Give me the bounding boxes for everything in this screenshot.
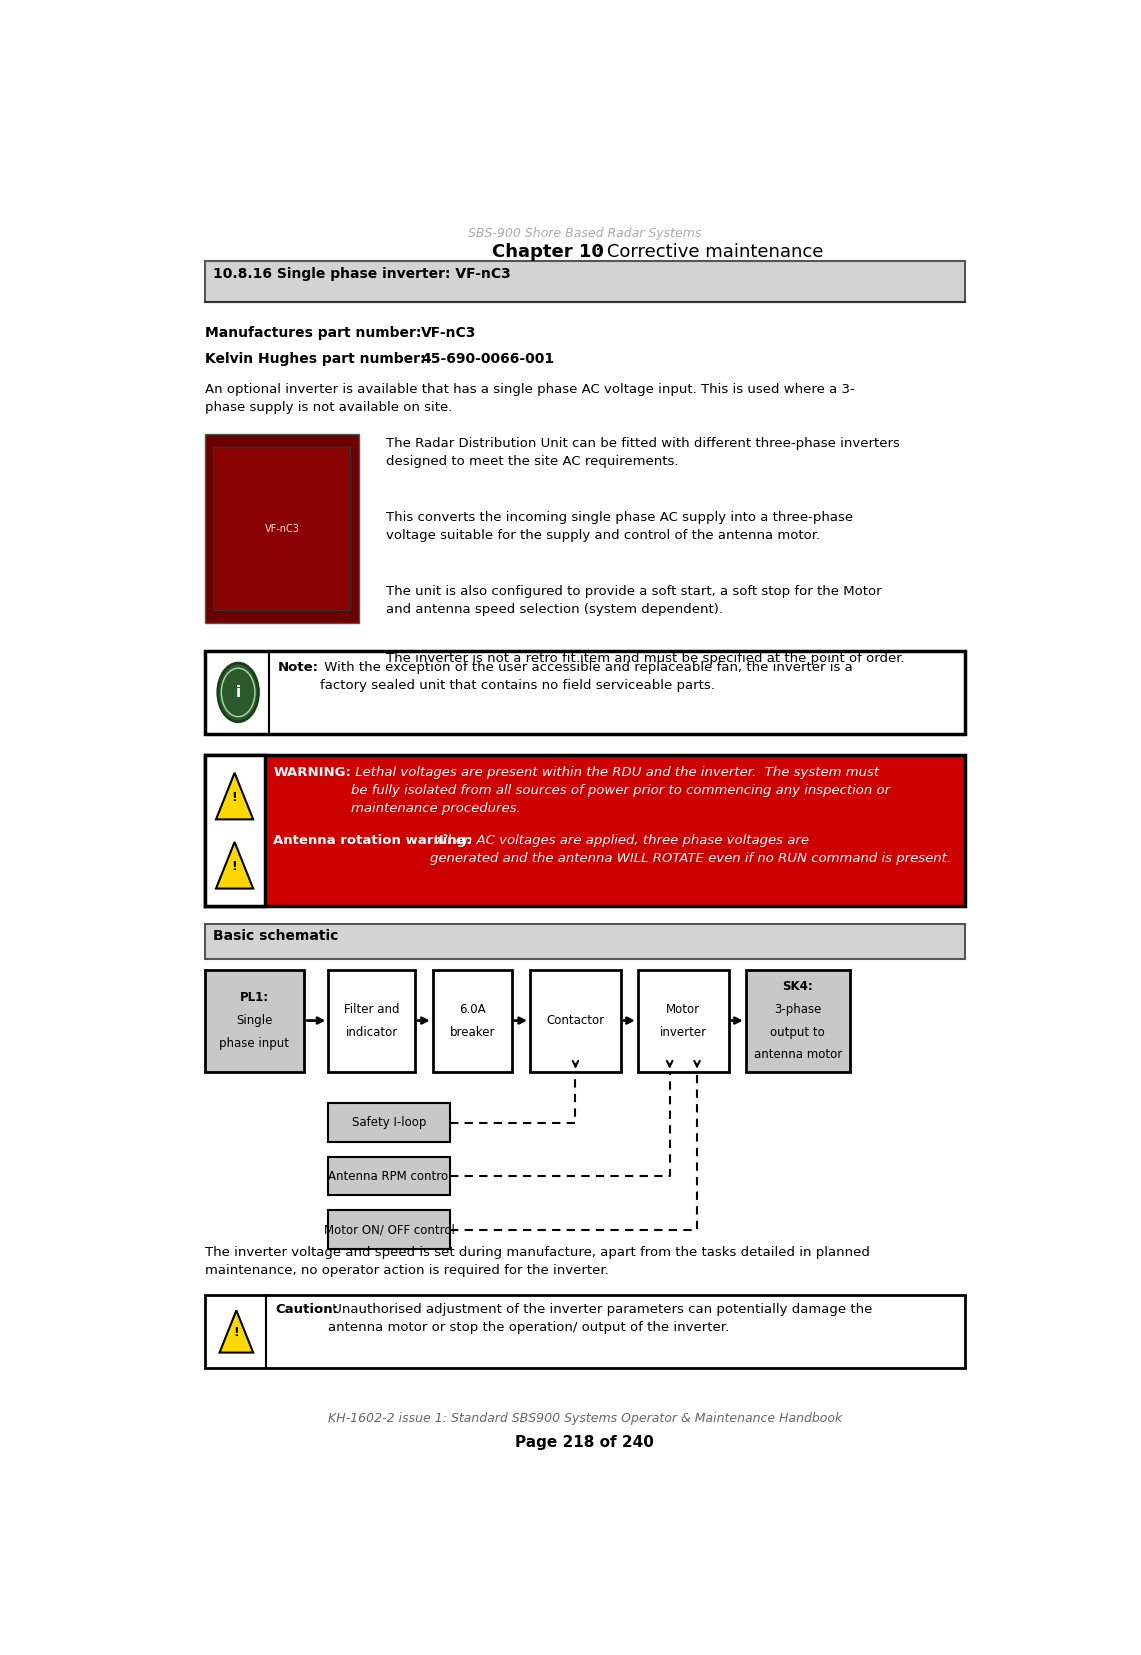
Text: This converts the incoming single phase AC supply into a three-phase
voltage sui: This converts the incoming single phase … [386,511,853,541]
Text: Basic schematic: Basic schematic [213,928,339,943]
Circle shape [218,664,259,722]
Text: Lethal voltages are present within the RDU and the inverter.  The system must
be: Lethal voltages are present within the R… [351,766,890,814]
Bar [638,970,729,1071]
Text: WARNING:: WARNING: [274,766,351,780]
Text: Contactor: Contactor [547,1015,605,1028]
Text: SK4:: SK4: [783,980,814,993]
Text: Chapter 10: Chapter 10 [492,243,604,261]
Text: 6.0A: 6.0A [459,1003,486,1016]
Text: Note:: Note: [278,662,319,674]
Text: Safety I-loop: Safety I-loop [353,1115,427,1129]
Text: The Radar Distribution Unit can be fitted with different three-phase inverters
d: The Radar Distribution Unit can be fitte… [386,437,899,468]
Bar [204,755,265,905]
Bar [213,447,350,611]
Text: 3-phase: 3-phase [775,1003,822,1016]
Text: breaker: breaker [450,1026,495,1039]
Text: PL1:: PL1: [240,991,269,1005]
Text: !: ! [232,861,237,874]
Bar [204,923,965,960]
Text: !: ! [232,791,237,804]
Text: !: ! [234,1326,240,1339]
Text: Motor: Motor [666,1003,701,1016]
Bar [204,650,965,733]
Polygon shape [219,1311,253,1352]
Text: Single: Single [236,1015,273,1028]
Text: Unauthorised adjustment of the inverter parameters can potentially damage the
an: Unauthorised adjustment of the inverter … [329,1304,873,1334]
Text: An optional inverter is available that has a single phase AC voltage input. This: An optional inverter is available that h… [204,384,855,414]
Text: output to: output to [770,1026,825,1039]
Bar [529,970,621,1071]
Text: indicator: indicator [346,1026,398,1039]
Bar [432,970,512,1071]
Text: 45-690-0066-001: 45-690-0066-001 [421,351,555,366]
Text: KH-1602-2 issue 1: Standard SBS900 Systems Operator & Maintenance Handbook: KH-1602-2 issue 1: Standard SBS900 Syste… [327,1412,842,1425]
Bar [329,970,415,1071]
Polygon shape [216,773,253,819]
Text: antenna motor: antenna motor [754,1049,842,1061]
Text: Page 218 of 240: Page 218 of 240 [516,1435,654,1450]
Text: Manufactures part number:: Manufactures part number: [204,326,421,339]
Bar [204,1294,965,1369]
Text: VF-nC3: VF-nC3 [421,326,477,339]
Text: Antenna RPM control: Antenna RPM control [327,1170,451,1183]
Text: phase input: phase input [219,1038,290,1049]
Text: inverter: inverter [659,1026,707,1039]
Bar [329,1157,451,1195]
Text: The inverter voltage and speed is set during manufacture, apart from the tasks d: The inverter voltage and speed is set du… [204,1246,869,1278]
Bar [204,755,965,905]
Text: SBS-900 Shore Based Radar Systems: SBS-900 Shore Based Radar Systems [468,227,702,240]
Bar [746,970,850,1071]
Text: Motor ON/ OFF control: Motor ON/ OFF control [324,1223,455,1236]
Text: Kelvin Hughes part number:: Kelvin Hughes part number: [204,351,426,366]
Text: : Corrective maintenance: : Corrective maintenance [596,243,824,261]
Text: 10.8.16 Single phase inverter: VF-nC3: 10.8.16 Single phase inverter: VF-nC3 [213,268,511,281]
Text: Filter and: Filter and [343,1003,399,1016]
Bar [204,261,965,301]
Text: Antenna rotation warning:: Antenna rotation warning: [274,834,472,847]
Text: i: i [235,685,241,700]
Text: With the exception of the user accessible and replaceable fan, the inverter is a: With the exception of the user accessibl… [321,662,853,692]
Text: Caution:: Caution: [275,1304,338,1316]
Text: The unit is also configured to provide a soft start, a soft stop for the Motor
a: The unit is also configured to provide a… [386,584,882,616]
Bar [329,1104,451,1142]
Bar [204,434,359,622]
Bar [329,1210,451,1248]
Text: When AC voltages are applied, three phase voltages are
generated and the antenna: When AC voltages are applied, three phas… [430,834,952,864]
Text: The inverter is not a retro fit item and must be specified at the point of order: The inverter is not a retro fit item and… [386,652,905,665]
Polygon shape [216,842,253,889]
Text: VF-nC3: VF-nC3 [265,523,299,533]
Bar [204,970,305,1071]
